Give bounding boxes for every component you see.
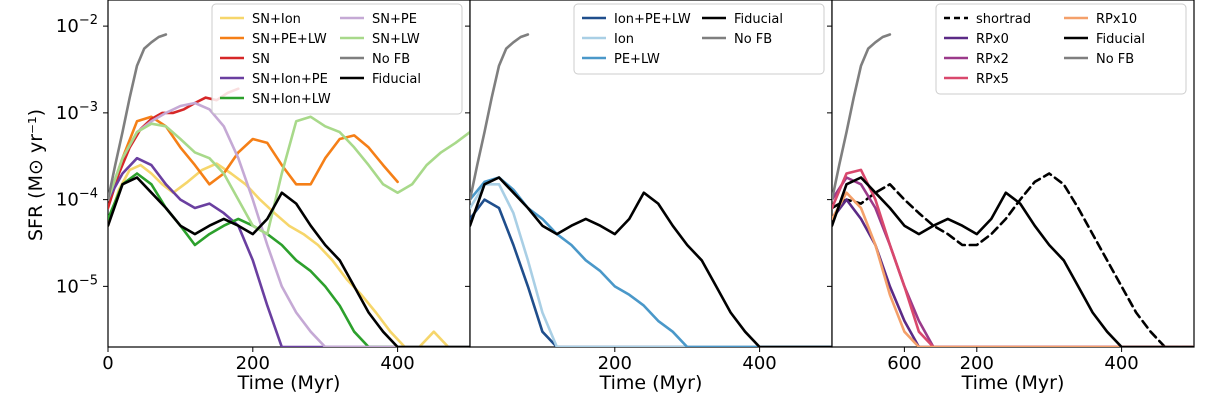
x-tick-label: 600 bbox=[887, 353, 921, 374]
series-line-sn-lw bbox=[108, 115, 470, 236]
x-tick-label: 200 bbox=[236, 353, 270, 374]
legend-label: SN bbox=[252, 52, 270, 67]
series-line-sn-ion bbox=[108, 162, 465, 347]
series-group bbox=[470, 33, 832, 347]
series-line-shortrad bbox=[832, 172, 1194, 347]
legend-label: PE+LW bbox=[614, 52, 660, 67]
x-axis-label: Time (Myr) bbox=[237, 372, 341, 394]
legend-label: shortrad bbox=[976, 12, 1031, 27]
legend-label: RPx10 bbox=[1096, 12, 1137, 27]
legend-box bbox=[935, 3, 1187, 95]
series-line-fiducial bbox=[470, 176, 832, 347]
series-line-rpx5 bbox=[832, 168, 1194, 347]
y-tick-label: 10−4 bbox=[56, 187, 98, 211]
legend-label: Fiducial bbox=[1096, 32, 1145, 47]
series-line-no-fb bbox=[470, 33, 530, 201]
x-tick-label: 400 bbox=[380, 353, 414, 374]
legend-label: SN+Ion bbox=[252, 12, 301, 27]
legend-label: No FB bbox=[734, 32, 772, 47]
y-tick-label: 10−3 bbox=[56, 100, 98, 124]
x-axis-label: Time (Myr) bbox=[599, 372, 703, 394]
series-line-fiducial bbox=[108, 176, 470, 347]
x-axis-label: Time (Myr) bbox=[961, 372, 1065, 394]
series-group bbox=[832, 33, 1194, 347]
series-line-sn-ion-pe bbox=[108, 156, 470, 347]
series-line-no-fb bbox=[108, 33, 168, 201]
legend-label: RPx5 bbox=[976, 72, 1009, 87]
series-line-rpx0 bbox=[832, 198, 1194, 347]
x-tick-label: 400 bbox=[742, 353, 776, 374]
y-tick-label: 10−2 bbox=[56, 13, 98, 37]
legend-label: SN+Ion+LW bbox=[252, 92, 331, 107]
legend-label: Ion bbox=[614, 32, 634, 47]
legend-label: RPx0 bbox=[976, 32, 1009, 47]
series-line-fiducial bbox=[832, 176, 1194, 347]
legend-box bbox=[573, 3, 825, 75]
panels: 0 200 400 Time (Myr) 10−2 10−3 10−4 10−5 SN+Ion S… bbox=[56, 0, 1195, 394]
legend-box bbox=[211, 3, 463, 115]
panel-1: 0 200 400 Time (Myr) 10−2 10−3 10−4 10−5 SN+Ion S… bbox=[56, 0, 471, 394]
legend-label: No FB bbox=[372, 52, 410, 67]
y-tick-label: 10−5 bbox=[56, 273, 98, 297]
legend-label: Fiducial bbox=[734, 12, 783, 27]
legend-label: No FB bbox=[1096, 52, 1134, 67]
legend-label: SN+PE bbox=[372, 12, 417, 27]
series-line-sn-pe bbox=[108, 101, 470, 347]
x-tick-label: 0 bbox=[102, 353, 113, 374]
legend-label: RPx2 bbox=[976, 52, 1009, 67]
legend-label: Ion+PE+LW bbox=[614, 12, 691, 27]
x-tick-label: 200 bbox=[960, 353, 994, 374]
series-group bbox=[108, 33, 470, 347]
panel-2: 200 400 600 Time (Myr) Ion+PE+LW Ion PE+LW Fidu… bbox=[465, 0, 922, 394]
legend-label: Fiducial bbox=[372, 72, 421, 87]
legend-label: SN+Ion+PE bbox=[252, 72, 328, 87]
x-tick-label: 400 bbox=[1104, 353, 1138, 374]
series-line-ion-pe-lw bbox=[470, 198, 832, 347]
y-axis-title: SFR (M⊙ yr⁻¹) bbox=[25, 109, 47, 241]
panel-3: 200 400 600 Time (Myr) shortrad RPx0 RPx2 RPx5 R… bbox=[827, 0, 1195, 394]
series-line-no-fb bbox=[832, 33, 892, 201]
legend-label: SN+LW bbox=[372, 32, 420, 47]
y-axis-label: SFR (M⊙ yr⁻¹) bbox=[25, 109, 47, 241]
series-line-ion bbox=[470, 183, 832, 347]
series-line-rpx10 bbox=[832, 191, 1194, 347]
legend-label: SN+PE+LW bbox=[252, 32, 327, 47]
x-tick-label: 200 bbox=[598, 353, 632, 374]
